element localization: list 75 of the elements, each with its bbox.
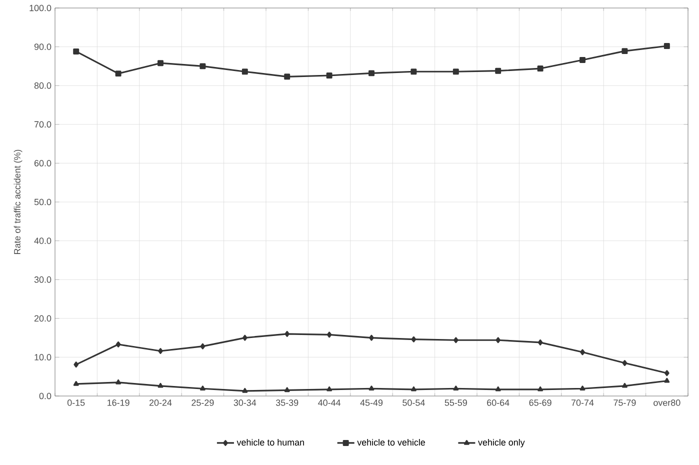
point bbox=[452, 68, 459, 75]
point bbox=[410, 68, 417, 75]
legend-label: vehicle to human bbox=[236, 438, 304, 446]
x-tick-label: 16-19 bbox=[108, 400, 130, 406]
point bbox=[326, 72, 332, 78]
point bbox=[326, 332, 332, 338]
point bbox=[580, 349, 585, 356]
x-tick-label: 35-39 bbox=[276, 400, 298, 406]
x-tick-label: 75-79 bbox=[614, 400, 636, 406]
y-tick-label: 0.0 bbox=[39, 392, 52, 400]
x-tick-label: 70-74 bbox=[571, 400, 594, 406]
x-tick-label: 55-59 bbox=[444, 400, 467, 406]
y-tick-label: 30.0 bbox=[34, 276, 52, 283]
point bbox=[495, 386, 501, 392]
point bbox=[284, 74, 290, 80]
point bbox=[411, 386, 416, 392]
x-tick-label: 50-54 bbox=[402, 400, 425, 406]
point bbox=[200, 386, 206, 391]
x-tick-label: 65-69 bbox=[529, 400, 552, 406]
point bbox=[496, 337, 501, 344]
point bbox=[326, 386, 332, 392]
point bbox=[369, 334, 374, 341]
x-tick-label: 30-34 bbox=[234, 400, 256, 406]
point bbox=[242, 388, 248, 393]
y-tick-label: 50.0 bbox=[34, 198, 52, 206]
legend-label: vehicle only bbox=[478, 438, 525, 448]
x-tick-label: 60-64 bbox=[487, 400, 510, 406]
point bbox=[115, 70, 122, 77]
point bbox=[622, 382, 628, 388]
point bbox=[664, 378, 670, 383]
point bbox=[537, 66, 544, 72]
x-tick-label: 45-49 bbox=[360, 400, 383, 406]
point bbox=[368, 70, 374, 76]
point bbox=[158, 60, 164, 66]
point bbox=[453, 337, 458, 344]
point bbox=[538, 339, 543, 346]
point bbox=[200, 63, 206, 70]
point bbox=[73, 380, 79, 386]
point bbox=[580, 56, 586, 63]
point bbox=[284, 330, 290, 337]
point bbox=[116, 379, 121, 384]
point bbox=[116, 341, 121, 348]
point bbox=[284, 387, 290, 392]
point bbox=[158, 348, 163, 354]
point bbox=[158, 382, 164, 388]
x-tick-label: 25-29 bbox=[192, 400, 214, 406]
point bbox=[411, 336, 416, 342]
point bbox=[622, 360, 628, 366]
y-tick-label: 20.0 bbox=[34, 315, 52, 322]
legend-label: vehicle to vehicle bbox=[357, 438, 425, 446]
point bbox=[242, 68, 248, 75]
x-tick-label: 0-15 bbox=[67, 400, 85, 406]
y-tick-label: 80.0 bbox=[34, 82, 52, 89]
point bbox=[664, 43, 670, 50]
y-tick-label: 10.0 bbox=[34, 354, 52, 360]
y-tick-label: 60.0 bbox=[34, 160, 52, 166]
point bbox=[74, 362, 79, 368]
point bbox=[664, 370, 670, 376]
point bbox=[580, 386, 586, 391]
y-tick-label: 100.0 bbox=[30, 4, 52, 12]
point bbox=[538, 386, 544, 392]
y-tick-label: 90.0 bbox=[34, 44, 52, 50]
y-axis-title: Rate of traffic accident (%) bbox=[14, 150, 22, 254]
x-tick-label: 20-24 bbox=[149, 400, 172, 406]
point bbox=[200, 343, 206, 350]
y-tick-label: 40.0 bbox=[34, 238, 52, 244]
point bbox=[453, 386, 459, 391]
point bbox=[368, 386, 374, 391]
point bbox=[73, 48, 80, 54]
x-tick-label: 40-44 bbox=[318, 400, 340, 406]
x-tick-label: over80 bbox=[654, 400, 680, 406]
point bbox=[495, 68, 502, 74]
point bbox=[622, 48, 628, 54]
y-tick-label: 70.0 bbox=[34, 121, 52, 128]
point bbox=[242, 334, 248, 341]
